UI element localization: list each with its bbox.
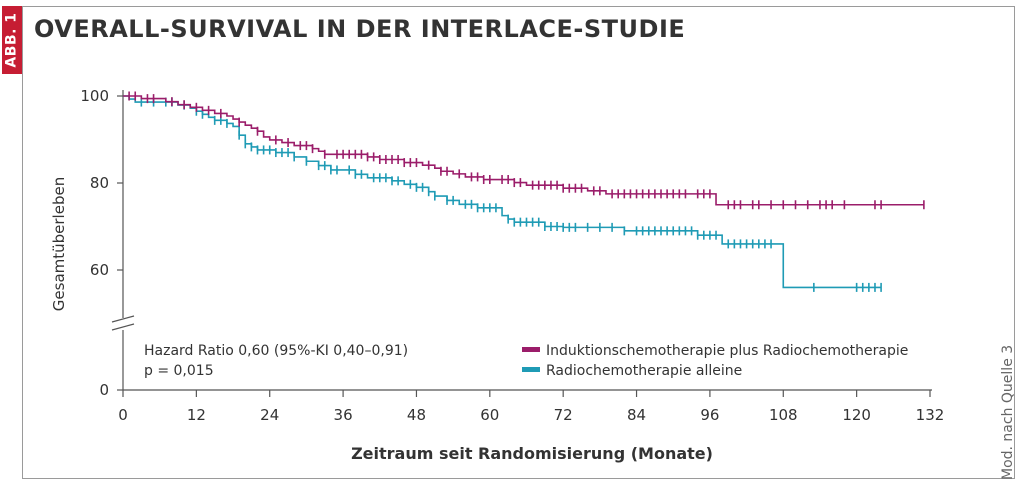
x-tick-label: 60	[480, 406, 499, 424]
p-value-text: p = 0,015	[144, 363, 214, 379]
x-tick-label: 36	[334, 406, 353, 424]
x-tick-label: 96	[700, 406, 719, 424]
x-tick-label: 0	[118, 406, 128, 424]
y-axis-label: Gesamtüberleben	[50, 177, 68, 311]
x-tick-label: 48	[407, 406, 426, 424]
figure-frame	[22, 6, 1015, 479]
x-tick-label: 84	[627, 406, 646, 424]
series-1	[123, 91, 925, 210]
x-tick-label: 120	[842, 406, 871, 424]
x-tick-label: 12	[187, 406, 206, 424]
y-tick-label: 0	[99, 381, 109, 399]
legend-label-series-2: Radiochemotherapie alleine	[546, 363, 742, 379]
survival-curve	[123, 95, 924, 206]
x-tick-label: 132	[916, 406, 945, 424]
axis-break-mark-1	[111, 315, 135, 323]
y-tick-label: 60	[90, 261, 109, 279]
y-tick-label: 100	[80, 87, 109, 105]
series-layer	[123, 91, 925, 292]
survival-curve	[123, 95, 882, 289]
figure-badge: ABB. 1	[2, 6, 22, 74]
legend-swatch-series-2	[522, 367, 540, 372]
x-tick-label: 108	[769, 406, 798, 424]
x-tick-label: 72	[554, 406, 573, 424]
y-tick-label: 80	[90, 174, 109, 192]
legend: Induktionschemotherapie plus Radiochemot…	[522, 343, 908, 379]
legend-label-series-1: Induktionschemotherapie plus Radiochemot…	[546, 343, 908, 359]
axis-break-mark-2	[111, 323, 135, 331]
x-tick-label: 24	[260, 406, 279, 424]
x-axis-label: Zeitraum seit Randomisierung (Monate)	[351, 444, 713, 463]
series-2	[123, 95, 882, 292]
hazard-ratio-text: Hazard Ratio 0,60 (95%-KI 0,40–0,91)	[144, 343, 408, 359]
legend-swatch-series-1	[522, 347, 540, 352]
figure-title: OVERALL-SURVIVAL IN DER INTERLACE-STUDIE	[34, 15, 686, 43]
axes: 0 60 80 100 0 12 24 36 48 60 72 84 96 108 120 132	[80, 87, 944, 424]
